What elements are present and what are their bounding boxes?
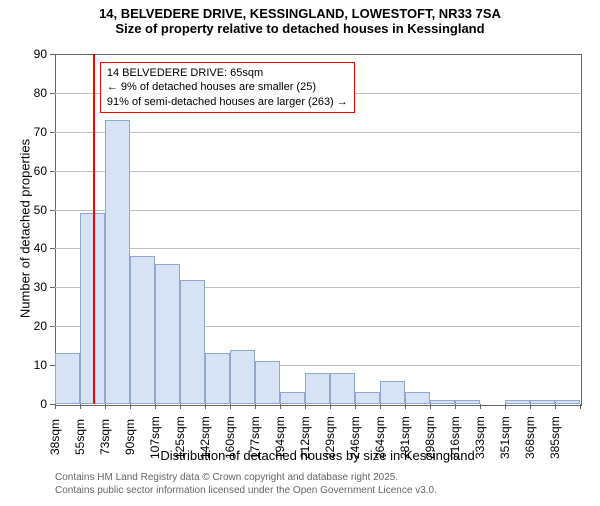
x-tick-label: 73sqm xyxy=(98,419,112,459)
y-tick xyxy=(50,132,55,133)
histogram-bar xyxy=(455,400,480,404)
histogram-bar xyxy=(105,120,130,404)
histogram-bar xyxy=(305,373,330,404)
histogram-bar xyxy=(155,264,180,404)
histogram-bar xyxy=(255,361,280,404)
x-tick-label: 194sqm xyxy=(273,419,287,459)
y-tick xyxy=(50,93,55,94)
y-gridline xyxy=(55,171,580,172)
y-tick-label: 10 xyxy=(27,358,47,372)
x-tick-label: 125sqm xyxy=(173,419,187,459)
x-tick-label: 90sqm xyxy=(123,419,137,459)
x-tick xyxy=(55,404,56,409)
y-tick-label: 40 xyxy=(27,241,47,255)
y-tick-label: 70 xyxy=(27,125,47,139)
histogram-bar xyxy=(330,373,355,404)
y-tick xyxy=(50,210,55,211)
x-tick xyxy=(255,404,256,409)
x-tick xyxy=(505,404,506,409)
x-tick-label: 160sqm xyxy=(223,419,237,459)
x-tick-label: 246sqm xyxy=(348,419,362,459)
histogram-bar xyxy=(205,353,230,404)
y-gridline xyxy=(55,132,580,133)
y-tick xyxy=(50,171,55,172)
x-tick-label: 368sqm xyxy=(523,419,537,459)
x-tick-label: 212sqm xyxy=(298,419,312,459)
footer-line-1: Contains HM Land Registry data © Crown c… xyxy=(55,471,437,484)
y-tick-label: 90 xyxy=(27,47,47,61)
x-tick xyxy=(580,404,581,409)
histogram-bar xyxy=(280,392,305,404)
histogram-bar xyxy=(355,392,380,404)
annotation-line-3: 91% of semi-detached houses are larger (… xyxy=(107,95,348,109)
y-tick-label: 50 xyxy=(27,203,47,217)
annotation-line-2: ← 9% of detached houses are smaller (25) xyxy=(107,80,348,94)
y-tick-label: 0 xyxy=(27,397,47,411)
x-tick xyxy=(180,404,181,409)
y-tick-label: 80 xyxy=(27,86,47,100)
marker-line xyxy=(93,54,95,404)
x-tick-label: 333sqm xyxy=(473,419,487,459)
y-gridline xyxy=(55,210,580,211)
x-tick xyxy=(555,404,556,409)
histogram-bar xyxy=(555,400,580,404)
histogram-bar xyxy=(55,353,80,404)
chart-container: 14, BELVEDERE DRIVE, KESSINGLAND, LOWEST… xyxy=(0,6,600,506)
x-tick xyxy=(130,404,131,409)
y-tick xyxy=(50,54,55,55)
y-axis-label: Number of detached properties xyxy=(18,129,33,329)
x-tick xyxy=(530,404,531,409)
annotation-box: 14 BELVEDERE DRIVE: 65sqm← 9% of detache… xyxy=(100,62,355,113)
y-tick xyxy=(50,248,55,249)
x-tick-label: 38sqm xyxy=(48,419,62,459)
x-tick xyxy=(230,404,231,409)
x-tick-label: 351sqm xyxy=(498,419,512,459)
x-tick-label: 107sqm xyxy=(148,419,162,459)
x-tick-label: 298sqm xyxy=(423,419,437,459)
x-tick xyxy=(405,404,406,409)
x-tick-label: 264sqm xyxy=(373,419,387,459)
chart-title-2: Size of property relative to detached ho… xyxy=(0,21,600,36)
y-tick xyxy=(50,326,55,327)
x-tick-label: 142sqm xyxy=(198,419,212,459)
histogram-bar xyxy=(180,280,205,404)
x-tick xyxy=(205,404,206,409)
histogram-bar xyxy=(380,381,405,404)
x-tick xyxy=(455,404,456,409)
annotation-line-1: 14 BELVEDERE DRIVE: 65sqm xyxy=(107,66,348,80)
x-tick xyxy=(305,404,306,409)
histogram-bar xyxy=(405,392,430,404)
y-gridline xyxy=(55,248,580,249)
footer-text: Contains HM Land Registry data © Crown c… xyxy=(55,471,437,497)
x-tick-label: 177sqm xyxy=(248,419,262,459)
x-tick xyxy=(155,404,156,409)
y-tick xyxy=(50,287,55,288)
x-tick-label: 385sqm xyxy=(548,419,562,459)
footer-line-2: Contains public sector information licen… xyxy=(55,484,437,497)
chart-title-1: 14, BELVEDERE DRIVE, KESSINGLAND, LOWEST… xyxy=(0,6,600,21)
histogram-bar xyxy=(130,256,155,404)
x-tick-label: 281sqm xyxy=(398,419,412,459)
histogram-bar xyxy=(505,400,530,404)
x-tick-label: 229sqm xyxy=(323,419,337,459)
histogram-bar xyxy=(230,350,255,404)
x-tick xyxy=(430,404,431,409)
x-tick xyxy=(80,404,81,409)
histogram-bar xyxy=(530,400,555,404)
x-tick xyxy=(280,404,281,409)
x-tick xyxy=(480,404,481,409)
x-tick xyxy=(330,404,331,409)
histogram-bar xyxy=(430,400,455,404)
x-tick xyxy=(105,404,106,409)
y-tick-label: 60 xyxy=(27,164,47,178)
x-tick-label: 316sqm xyxy=(448,419,462,459)
x-tick xyxy=(355,404,356,409)
y-tick-label: 30 xyxy=(27,280,47,294)
x-tick xyxy=(380,404,381,409)
x-tick-label: 55sqm xyxy=(73,419,87,459)
y-tick-label: 20 xyxy=(27,319,47,333)
